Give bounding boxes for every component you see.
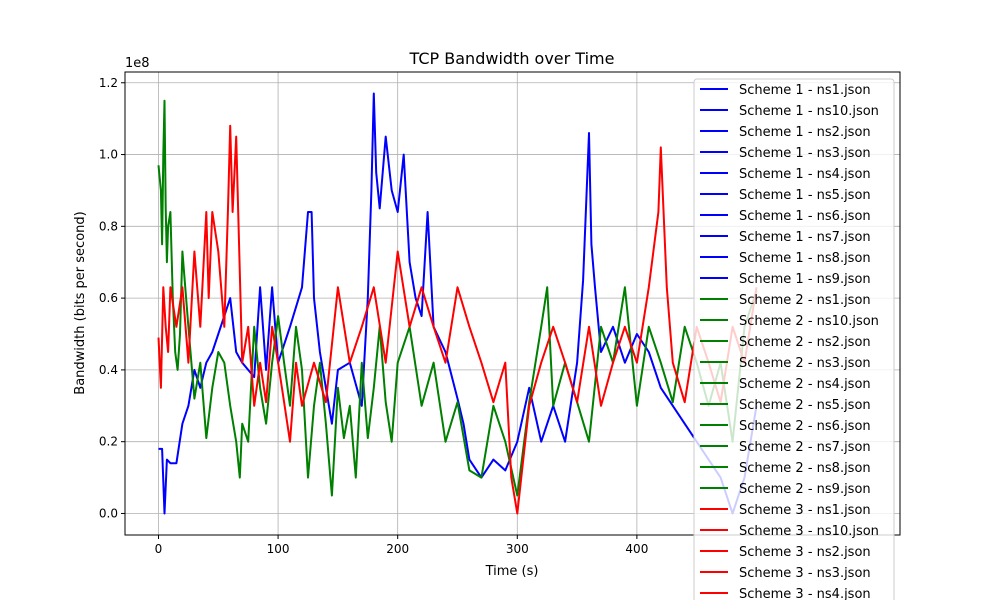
y-tick-label: 1.2: [99, 76, 118, 90]
legend-box: [693, 78, 895, 604]
legend-label: Scheme 2 - ns1.json: [739, 293, 871, 308]
legend-label: Scheme 3 - ns2.json: [739, 545, 871, 560]
legend-label: Scheme 2 - ns2.json: [739, 335, 871, 350]
x-tick-label: 400: [625, 542, 648, 556]
legend-label: Scheme 1 - ns8.json: [739, 251, 871, 266]
legend-label: Scheme 1 - ns4.json: [739, 167, 871, 182]
legend-label: Scheme 2 - ns10.json: [739, 314, 879, 329]
plot-frame: [124, 71, 901, 536]
chart-title: TCP Bandwidth over Time: [409, 49, 615, 68]
y-tick-label: 0.0: [99, 506, 118, 520]
x-tick-label: 200: [386, 542, 409, 556]
legend-label: Scheme 3 - ns4.json: [739, 587, 871, 600]
y-tick-label: 0.6: [99, 291, 118, 305]
legend: Scheme 1 - ns1.json Scheme 1 - ns10.json S…: [693, 78, 895, 604]
y-tick-label: 0.2: [99, 435, 118, 449]
legend-label: Scheme 1 - ns2.json: [739, 125, 871, 140]
legend-label: Scheme 1 - ns9.json: [739, 272, 871, 287]
series-line: [157, 99, 758, 497]
series-line: [157, 124, 758, 515]
legend-label: Scheme 2 - ns3.json: [739, 356, 871, 371]
x-axis-label: Time (s): [485, 564, 539, 579]
legend-label: Scheme 2 - ns4.json: [739, 377, 871, 392]
legend-label: Scheme 1 - ns10.json: [739, 104, 879, 119]
y-tick-label: 0.8: [99, 219, 118, 233]
legend-label: Scheme 3 - ns3.json: [739, 566, 871, 581]
x-tick-label: 0: [155, 542, 163, 556]
legend-label: Scheme 1 - ns1.json: [739, 83, 871, 98]
legend-label: Scheme 2 - ns8.json: [739, 461, 871, 476]
legend-label: Scheme 2 - ns9.json: [739, 482, 871, 497]
legend-label: Scheme 1 - ns3.json: [739, 146, 871, 161]
series-layer: [157, 92, 758, 515]
x-tick-label: 100: [267, 542, 290, 556]
legend-label: Scheme 1 - ns5.json: [739, 188, 871, 203]
legend-label: Scheme 3 - ns10.json: [739, 524, 879, 539]
legend-label: Scheme 2 - ns6.json: [739, 419, 871, 434]
legend-label: Scheme 3 - ns1.json: [739, 503, 871, 518]
legend-label: Scheme 2 - ns5.json: [739, 398, 871, 413]
y-axis-label: Bandwidth (bits per second): [73, 211, 88, 394]
legend-label: Scheme 2 - ns7.json: [739, 440, 871, 455]
y-tick-label: 0.4: [99, 363, 118, 377]
ticks-layer: 0 100 200 300 400 0.0 0.2 0.4 0.6 0.8 1.0 1.2: [99, 76, 648, 556]
legend-label: Scheme 1 - ns7.json: [739, 230, 871, 245]
legend-label: Scheme 1 - ns6.json: [739, 209, 871, 224]
x-tick-label: 300: [506, 542, 529, 556]
y-axis-offset-label: 1e8: [125, 56, 150, 71]
y-tick-label: 1.0: [99, 148, 118, 162]
